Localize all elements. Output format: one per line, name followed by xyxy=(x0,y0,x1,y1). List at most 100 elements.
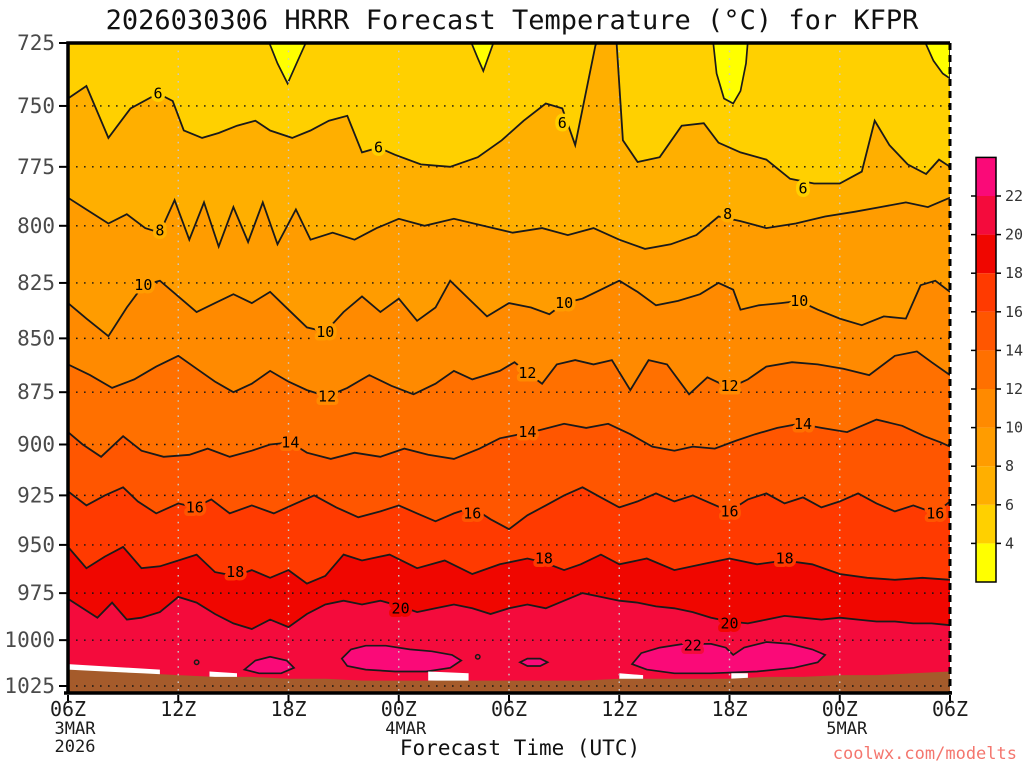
contour-label-14: 14 xyxy=(518,423,536,441)
colorbar-tick-label-18: 18 xyxy=(1005,264,1023,282)
contour-label-10: 10 xyxy=(316,323,334,341)
contour-label-8: 8 xyxy=(155,221,164,239)
contour-line-8 xyxy=(68,196,950,250)
contour-label-6: 6 xyxy=(558,114,567,132)
colorbar-band->22 xyxy=(976,157,996,196)
y-tick-label-875: 875 xyxy=(17,380,55,404)
chart-title: 2026030306 HRRR Forecast Temperature (°C… xyxy=(105,5,919,36)
y-tick-label-925: 925 xyxy=(17,483,55,507)
y-tick-label-750: 750 xyxy=(17,94,55,118)
colorbar-frame xyxy=(975,156,997,583)
contour-speck xyxy=(474,653,481,660)
colorbar-tick-label-4: 4 xyxy=(1005,534,1014,552)
contour-label-6: 6 xyxy=(798,179,807,197)
colorbar-band-4-6 xyxy=(976,504,996,544)
contour-line-18 xyxy=(68,545,950,585)
colorbar-band-20-22 xyxy=(976,196,996,235)
contour-label-18: 18 xyxy=(535,550,553,568)
contour-label-16: 16 xyxy=(720,502,738,520)
y-tick-label-900: 900 xyxy=(17,433,55,457)
warm-pocket-gt22 xyxy=(518,657,550,667)
warm-pocket-gt22 xyxy=(340,644,463,673)
y-tick-label-725: 725 xyxy=(17,31,55,55)
colorbar: 4 6 8 10 12 14 16 18 20 22 xyxy=(971,156,1023,583)
x-tick-label-2: 18Z xyxy=(270,697,306,721)
contour-label-20: 20 xyxy=(392,599,410,617)
y-tick-label-775: 775 xyxy=(17,155,55,179)
cold-pocket-lt4 xyxy=(924,43,950,80)
contour-line-14 xyxy=(68,418,950,460)
colorbar-tick-label-12: 12 xyxy=(1005,380,1023,398)
plot-border-left-top xyxy=(66,41,950,693)
contour-label-10: 10 xyxy=(555,294,573,312)
y-tick-label-950: 950 xyxy=(17,533,55,557)
contour-label-10: 10 xyxy=(134,276,152,294)
x-date-label-0-1: 2026 xyxy=(55,737,96,757)
contour-label-6: 6 xyxy=(374,139,383,157)
contour-label-16: 16 xyxy=(186,498,204,516)
colorbar-tick-label-20: 20 xyxy=(1005,226,1023,244)
colorbar-band-10-12 xyxy=(976,389,996,428)
contour-label-14: 14 xyxy=(794,415,812,433)
x-tick-label-3: 00Z xyxy=(381,697,417,721)
contour-label-12: 12 xyxy=(318,387,336,405)
watermark-text: coolwx.com/modelts xyxy=(832,744,1017,764)
x-tick-label-0: 06Z xyxy=(50,697,86,721)
x-tick-label-7: 00Z xyxy=(822,697,858,721)
colorbar-band-14-16 xyxy=(976,311,996,351)
colorbar-tick-label-8: 8 xyxy=(1005,457,1014,475)
colorbar-band-16-18 xyxy=(976,273,996,312)
contour-label-16: 16 xyxy=(926,504,944,522)
contour-label-18: 18 xyxy=(776,550,794,568)
contour-label-8: 8 xyxy=(723,205,732,223)
x-tick-label-5: 12Z xyxy=(601,697,637,721)
y-tick-label-825: 825 xyxy=(17,271,55,295)
contour-label-14: 14 xyxy=(281,433,299,451)
contour-line-6 xyxy=(68,43,950,185)
x-axis-title: Forecast Time (UTC) xyxy=(399,736,641,760)
colorbar-band-6-8 xyxy=(976,466,996,505)
warm-pocket-gt22 xyxy=(630,641,827,675)
contour-line-12 xyxy=(68,350,950,398)
y-tick-label-1025: 1025 xyxy=(4,674,55,698)
contour-line-20 xyxy=(68,592,950,630)
colorbar-band-12-14 xyxy=(976,350,996,389)
y-tick-label-850: 850 xyxy=(17,326,55,350)
contour-label-10: 10 xyxy=(790,292,808,310)
y-tick-label-975: 975 xyxy=(17,581,55,605)
colorbar-tick-label-6: 6 xyxy=(1005,496,1014,514)
plot-area: 6 6 6 6 8 8 10 10 10 10 12 12 12 14 14 14 16 16 16 16 18 18 18… xyxy=(68,43,950,693)
x-tick-label-1: 12Z xyxy=(160,697,196,721)
contour-label-20: 20 xyxy=(720,614,738,632)
cold-pocket-lt4 xyxy=(268,43,307,86)
cold-pocket-lt4 xyxy=(470,43,495,74)
surface-gap xyxy=(428,671,469,683)
contour-speck xyxy=(193,659,200,666)
y-tick-label-800: 800 xyxy=(17,214,55,238)
contour-label-22: 22 xyxy=(684,637,702,655)
colorbar-tick-label-16: 16 xyxy=(1005,303,1023,321)
colorbar-tick-label-10: 10 xyxy=(1005,419,1023,437)
x-tick-label-8: 06Z xyxy=(932,697,968,721)
colorbar-tick-label-22: 22 xyxy=(1005,187,1023,205)
x-tick-label-4: 06Z xyxy=(491,697,527,721)
contour-label-12: 12 xyxy=(720,377,738,395)
x-tick-label-6: 18Z xyxy=(711,697,747,721)
warm-pocket-gt22 xyxy=(242,655,296,675)
contour-label-12: 12 xyxy=(518,364,536,382)
colorbar-band-18-20 xyxy=(976,234,996,274)
colorbar-band-<4 xyxy=(976,543,996,582)
x-date-label-0-0: 3MAR xyxy=(55,719,97,739)
contour-label-18: 18 xyxy=(226,563,244,581)
colorbar-band-8-10 xyxy=(976,427,996,467)
colorbar-tick-label-14: 14 xyxy=(1005,341,1023,359)
contour-line-16 xyxy=(68,486,950,531)
x-date-label-7-0: 5MAR xyxy=(826,719,868,739)
contour-label-16: 16 xyxy=(463,504,481,522)
contour-label-6: 6 xyxy=(154,85,163,103)
contour-line-10 xyxy=(68,279,950,338)
x-date-label-3-0: 4MAR xyxy=(385,719,427,739)
ground-surface xyxy=(68,669,950,693)
